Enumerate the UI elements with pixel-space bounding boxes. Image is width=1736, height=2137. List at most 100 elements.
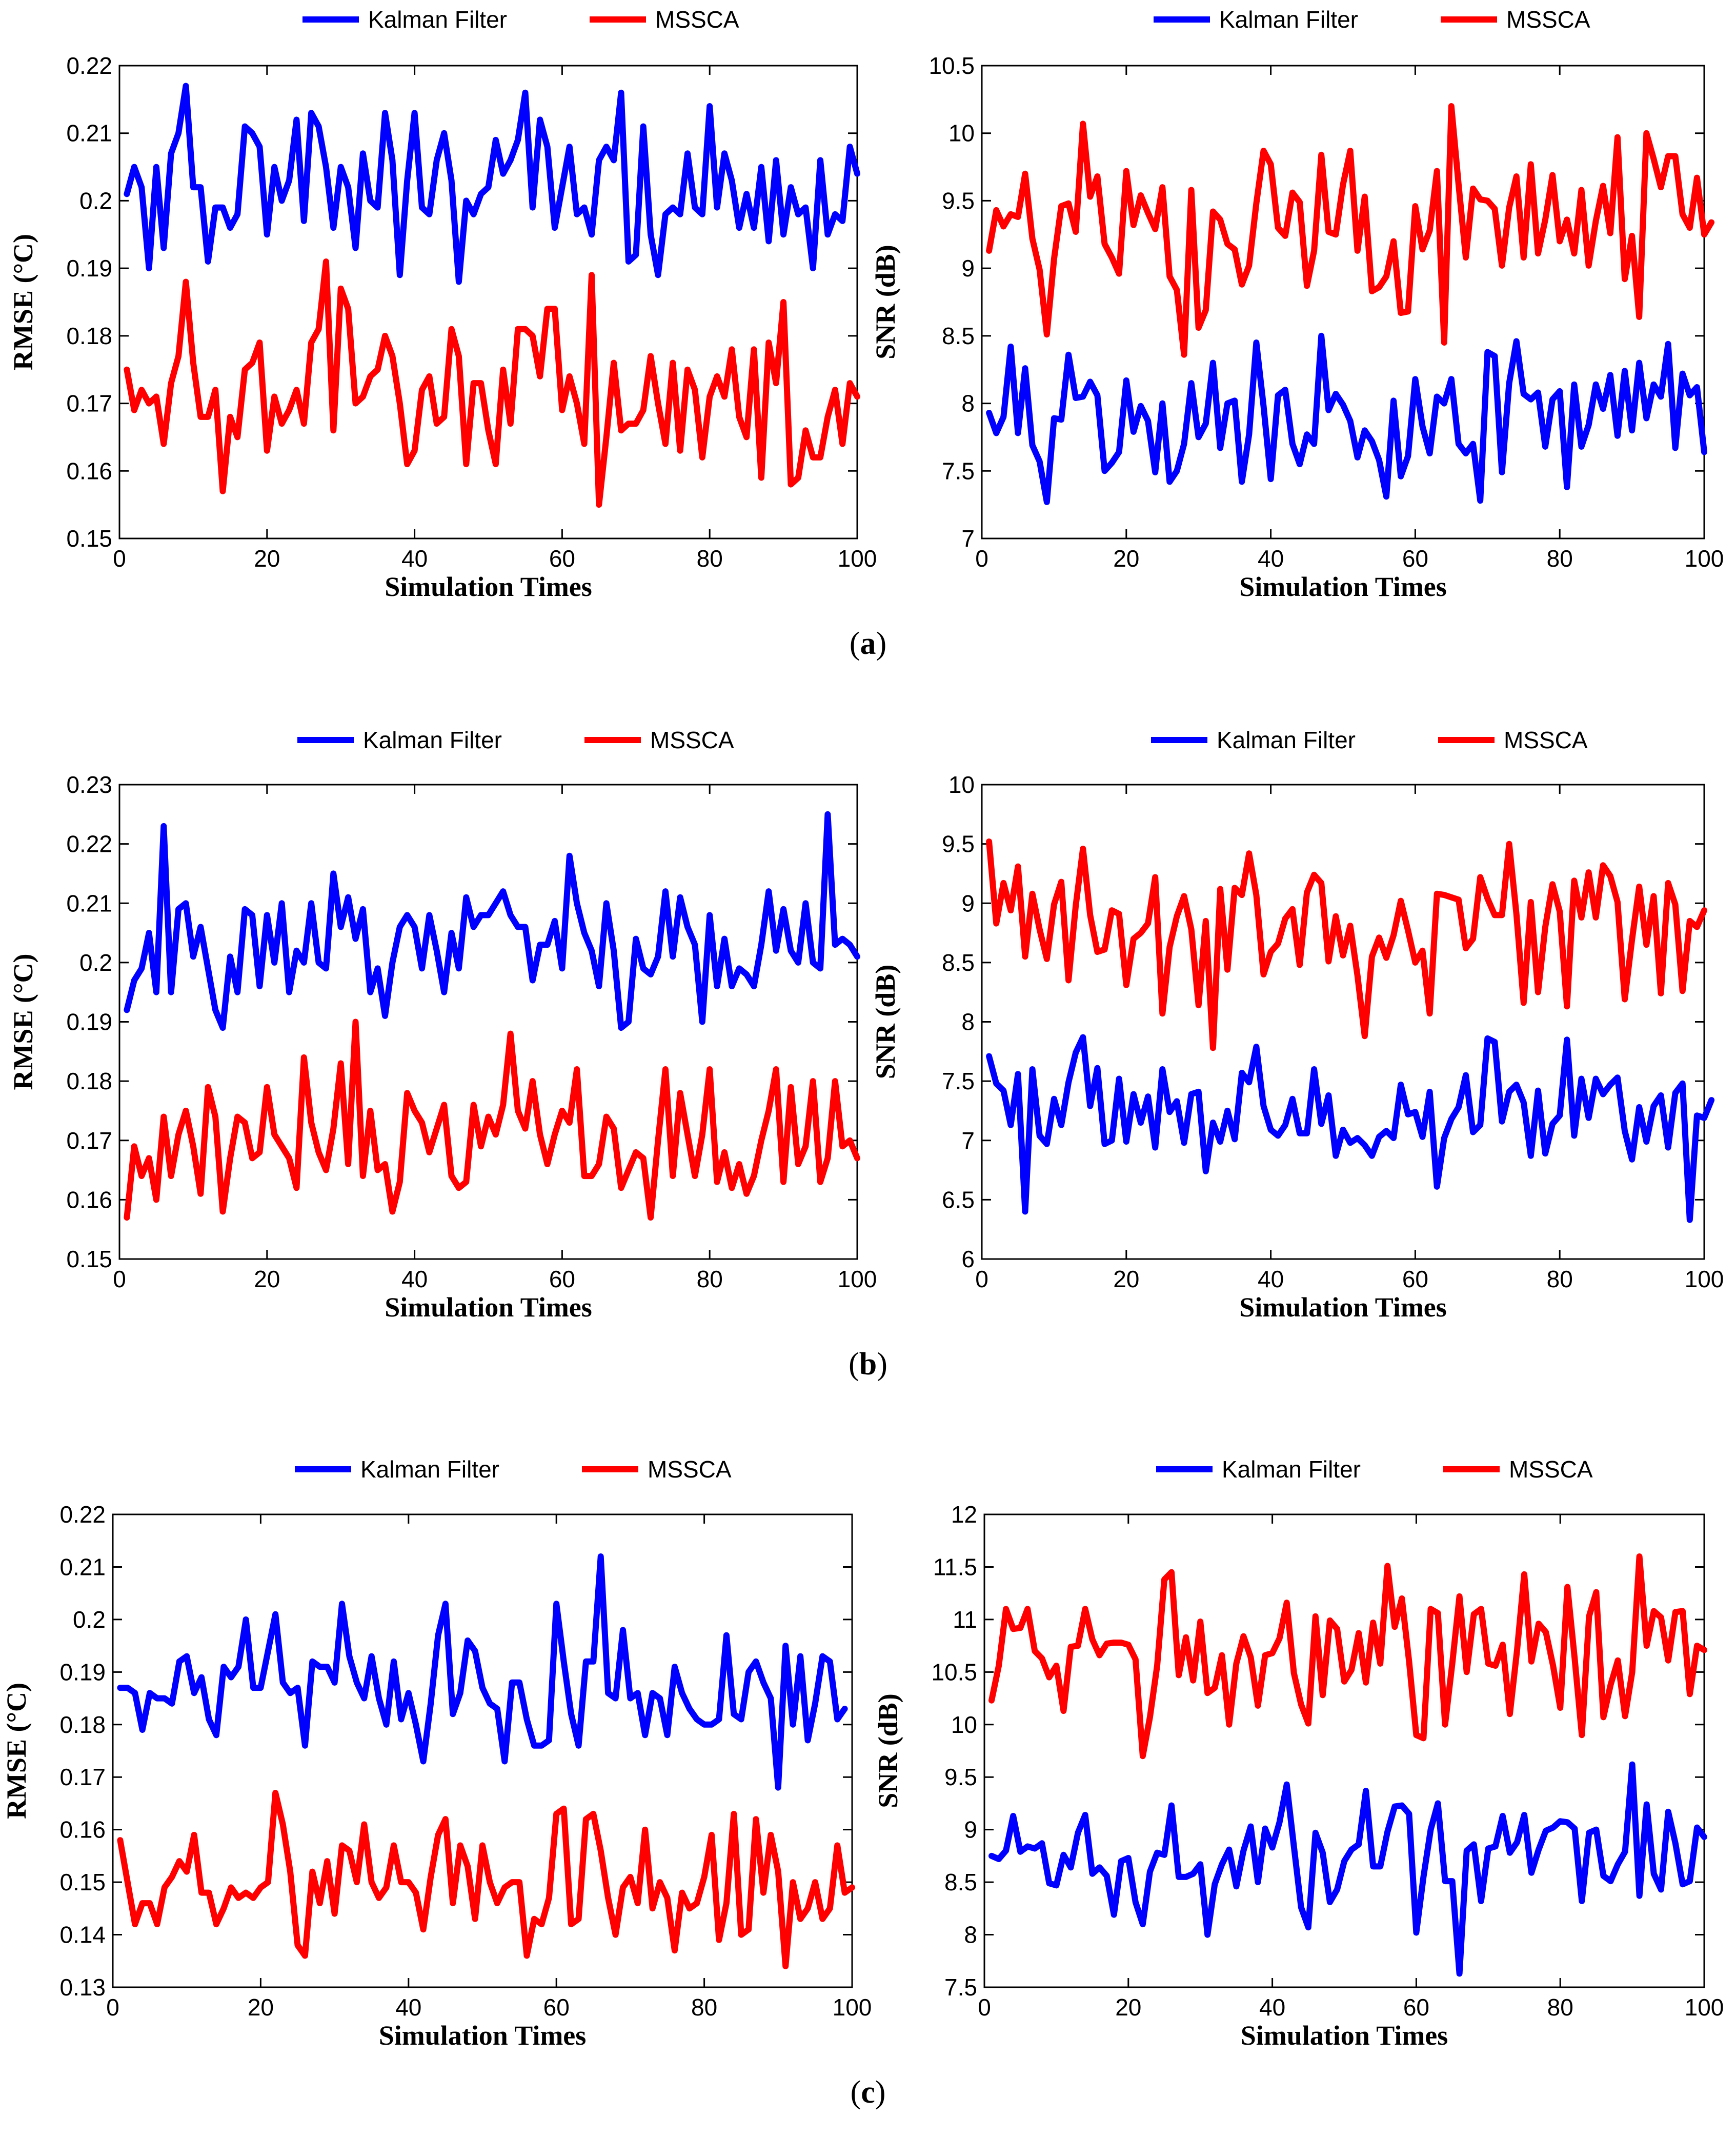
y-tick-label: 0.22 — [66, 831, 112, 857]
y-tick-label: 0.15 — [59, 1869, 106, 1895]
legend-label-kalman-filter: Kalman Filter — [1219, 6, 1358, 33]
y-tick-label: 0.2 — [79, 949, 112, 976]
y-tick-label: 9.5 — [942, 187, 975, 214]
x-tick-label: 100 — [833, 1994, 872, 2021]
x-tick-label: 60 — [549, 545, 575, 572]
series-line-mssca — [988, 1553, 1707, 1760]
chart-c-rmse: 0 20 40 60 80 100 0.13 0.14 0.15 0.16 0.17 0.18 0.19… — [1, 1456, 872, 2051]
y-tick-label: 9.5 — [944, 1764, 977, 1790]
x-tick-label: 20 — [1115, 1994, 1141, 2021]
legend: Kalman Filter MSSCA — [295, 1456, 732, 1483]
x-tick-label: 100 — [1685, 545, 1724, 572]
y-tick-label: 12 — [951, 1501, 977, 1528]
x-tick-label: 60 — [1402, 545, 1428, 572]
y-tick-label: 10.5 — [928, 52, 975, 79]
plot-frame — [983, 1513, 1705, 1988]
y-tick-label: 0.15 — [66, 525, 112, 552]
series-line-kalman-filter — [124, 83, 860, 285]
y-tick-label: 7.5 — [942, 457, 975, 484]
y-tick-label: 0.13 — [59, 1974, 106, 2001]
x-tick-label: 20 — [254, 1266, 280, 1292]
y-tick-label: 0.2 — [79, 187, 112, 214]
x-tick-label: 40 — [395, 1994, 421, 2021]
x-tick-label: 0 — [113, 545, 126, 572]
y-tick-label: 0.23 — [66, 771, 112, 798]
legend: Kalman Filter MSSCA — [1156, 1456, 1593, 1483]
y-tick-label: 0.16 — [66, 457, 112, 484]
y-tick-label: 10.5 — [931, 1659, 977, 1685]
legend: Kalman Filter MSSCA — [297, 727, 734, 753]
x-tick-label: 20 — [1113, 1266, 1139, 1292]
x-tick-label: 80 — [1547, 1266, 1573, 1292]
y-tick-label: 0.22 — [59, 1501, 106, 1528]
legend-label-mssca: MSSCA — [1509, 1456, 1593, 1483]
y-tick-label: 0.17 — [59, 1764, 106, 1790]
y-tick-label: 11.5 — [933, 1553, 977, 1580]
y-axis-title: SNR (dB) — [870, 965, 901, 1080]
y-tick-label: 0.19 — [66, 1009, 112, 1035]
x-axis-title: Simulation Times — [379, 2020, 587, 2051]
chart-b-rmse: 0 20 40 60 80 100 0.15 0.16 0.17 0.18 0.19 0.2 0.21 0… — [8, 727, 877, 1323]
y-tick-label: 7 — [961, 1127, 975, 1154]
legend: Kalman Filter MSSCA — [1154, 6, 1590, 33]
x-axis-title: Simulation Times — [1239, 571, 1447, 602]
y-tick-label: 0.21 — [66, 890, 112, 916]
series-line-kalman-filter — [986, 1034, 1715, 1223]
x-axis-title: Simulation Times — [385, 1292, 592, 1323]
panel-label: (c) — [851, 2075, 886, 2110]
legend-label-mssca: MSSCA — [648, 1456, 732, 1483]
x-axis-title: Simulation Times — [1239, 1292, 1447, 1323]
legend-label-mssca: MSSCA — [1506, 6, 1590, 33]
y-tick-label: 7 — [961, 525, 975, 552]
x-tick-label: 60 — [1403, 1994, 1429, 2021]
x-tick-label: 0 — [975, 545, 988, 572]
x-tick-label: 40 — [1259, 1994, 1285, 2021]
y-tick-label: 9 — [961, 890, 975, 916]
x-tick-label: 80 — [1547, 1994, 1573, 2021]
legend-label-kalman-filter: Kalman Filter — [1222, 1456, 1361, 1483]
x-tick-label: 100 — [838, 545, 877, 572]
y-tick-label: 7.5 — [942, 1068, 975, 1094]
y-tick-label: 0.22 — [66, 52, 112, 79]
legend-label-kalman-filter: Kalman Filter — [1217, 727, 1356, 753]
plot-frame — [981, 65, 1705, 540]
y-tick-label: 8.5 — [942, 323, 975, 349]
chart-a-snr: 0 20 40 60 80 100 7 7.5 8 8.5 9 9.5 10 10.5 Simulation… — [870, 6, 1724, 602]
legend: Kalman Filter MSSCA — [1151, 727, 1588, 753]
y-tick-label: 0.17 — [66, 1127, 112, 1154]
y-tick-label: 7.5 — [944, 1974, 977, 2001]
series-line-mssca — [124, 1018, 860, 1221]
series-line-kalman-filter — [117, 1553, 848, 1791]
legend-label-mssca: MSSCA — [1504, 727, 1588, 753]
x-tick-label: 80 — [697, 545, 723, 572]
series-line-mssca — [117, 1790, 855, 1969]
y-tick-label: 11 — [953, 1606, 977, 1633]
x-tick-label: 40 — [1258, 1266, 1284, 1292]
series-line-mssca — [986, 838, 1707, 1051]
y-axis-title: SNR (dB) — [873, 1693, 903, 1808]
legend-label-mssca: MSSCA — [650, 727, 734, 753]
x-tick-label: 20 — [248, 1994, 274, 2021]
x-axis-title: Simulation Times — [385, 571, 592, 602]
y-tick-label: 8.5 — [944, 1869, 977, 1895]
x-tick-label: 60 — [543, 1994, 570, 2021]
x-tick-label: 0 — [113, 1266, 126, 1292]
x-tick-label: 100 — [1685, 1266, 1724, 1292]
y-tick-label: 0.17 — [66, 390, 112, 417]
y-tick-label: 10 — [951, 1711, 977, 1738]
panel-label: (b) — [849, 1347, 887, 1382]
y-tick-label: 8.5 — [942, 949, 975, 976]
y-tick-label: 8 — [961, 1009, 975, 1035]
y-tick-label: 8 — [964, 1922, 977, 1948]
y-axis-title: RMSE (°C) — [8, 953, 38, 1090]
y-axis-title: RMSE (°C) — [8, 234, 38, 370]
chart-c-snr: 0 20 40 60 80 100 7.5 8 8.5 9 9.5 10 10.5 11 11.5 12 Sim… — [873, 1456, 1724, 2051]
x-tick-label: 20 — [1113, 545, 1139, 572]
plot-frame — [981, 784, 1705, 1260]
y-tick-label: 9 — [964, 1816, 977, 1843]
series-line-kalman-filter — [124, 811, 860, 1031]
legend-label-mssca: MSSCA — [655, 6, 739, 33]
y-tick-label: 0.2 — [73, 1606, 106, 1633]
y-tick-label: 0.18 — [66, 1068, 112, 1094]
